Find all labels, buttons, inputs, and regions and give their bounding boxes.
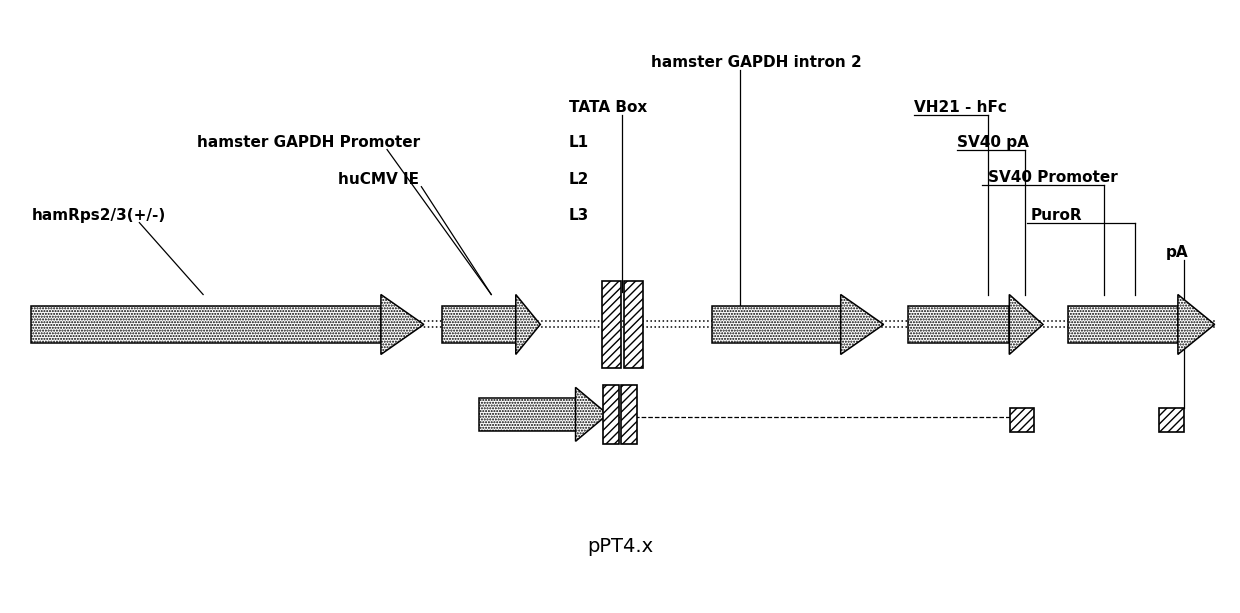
Text: SV40 Promoter: SV40 Promoter: [988, 170, 1117, 186]
Bar: [1159, 408, 1184, 432]
Text: VH21 - hFc: VH21 - hFc: [914, 100, 1007, 115]
Bar: [601, 281, 621, 368]
Text: PuroR: PuroR: [1030, 208, 1083, 223]
Bar: [1009, 408, 1034, 432]
Polygon shape: [575, 387, 608, 441]
Polygon shape: [516, 294, 541, 354]
Text: L1: L1: [568, 134, 589, 150]
Bar: [443, 306, 516, 343]
Polygon shape: [1009, 294, 1043, 354]
Bar: [908, 306, 1009, 343]
Text: hamster GAPDH Promoter: hamster GAPDH Promoter: [197, 134, 420, 150]
Text: pPT4.x: pPT4.x: [587, 536, 653, 555]
Bar: [620, 385, 636, 444]
Text: hamster GAPDH intron 2: hamster GAPDH intron 2: [651, 55, 862, 70]
Polygon shape: [841, 294, 884, 354]
Text: huCMV IE: huCMV IE: [339, 172, 419, 187]
Bar: [479, 398, 575, 431]
Text: L3: L3: [568, 208, 589, 223]
Bar: [1068, 306, 1178, 343]
Polygon shape: [381, 294, 424, 354]
Text: L2: L2: [568, 172, 589, 187]
Bar: [604, 385, 620, 444]
Bar: [624, 281, 644, 368]
Bar: [31, 306, 381, 343]
Text: SV40 pA: SV40 pA: [957, 134, 1029, 150]
Text: TATA Box: TATA Box: [568, 100, 647, 115]
Text: pA: pA: [1166, 245, 1188, 260]
Text: hamRps2/3(+/-): hamRps2/3(+/-): [31, 208, 166, 223]
Polygon shape: [1178, 294, 1215, 354]
Bar: [712, 306, 841, 343]
